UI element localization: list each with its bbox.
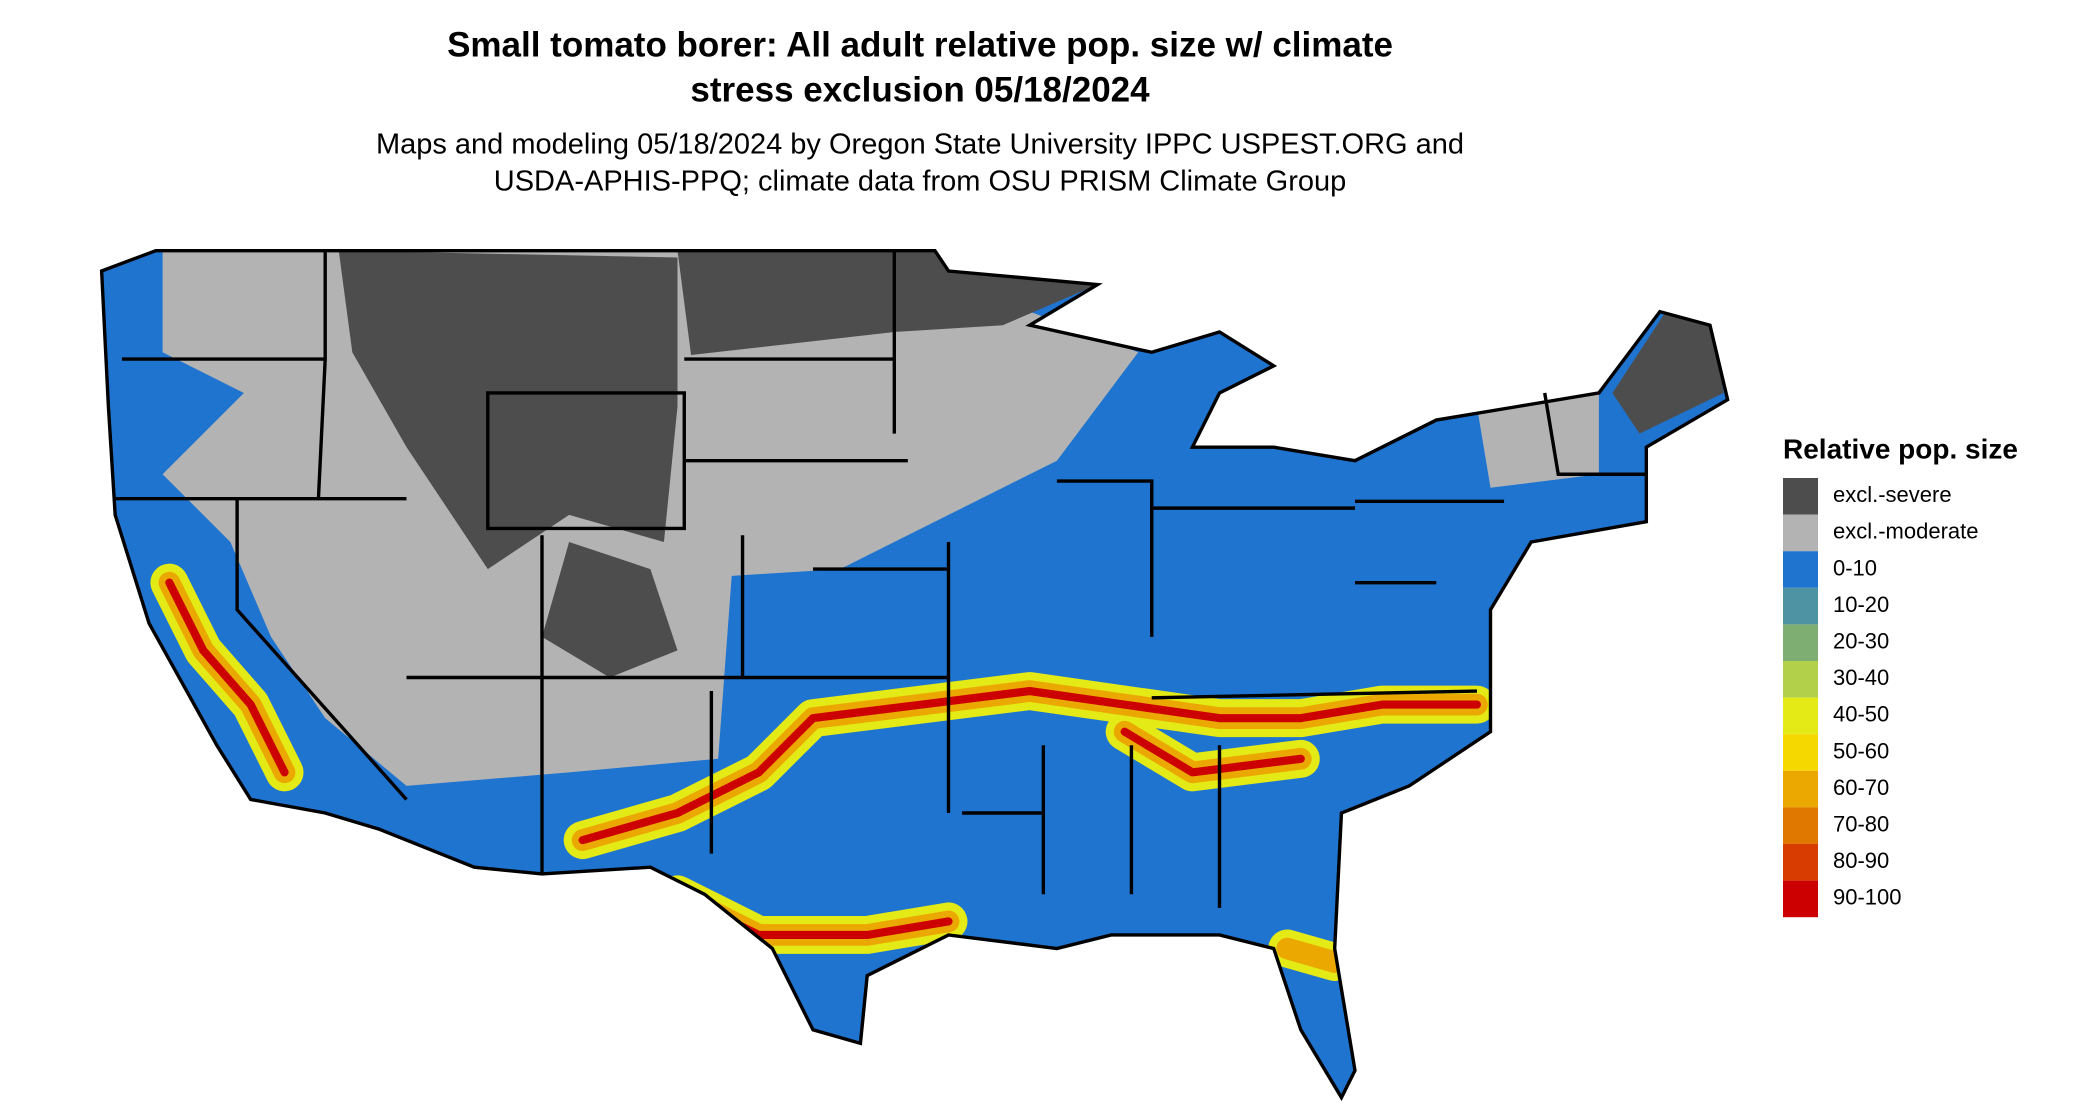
region-excl-severe — [677, 250, 1098, 356]
legend-label: 80-90 — [1833, 848, 1889, 873]
legend-swatch — [1783, 770, 1818, 808]
legend-swatch — [1783, 624, 1818, 661]
legend-label: 60-70 — [1833, 775, 1889, 800]
region-excl-severe — [338, 250, 678, 570]
legend-label: 30-40 — [1833, 665, 1889, 690]
region-excl-severe — [1612, 314, 1724, 434]
legend-label: 90-100 — [1833, 885, 1902, 910]
legend-swatch — [1783, 551, 1818, 588]
title: stress exclusion 05/18/2024 — [690, 70, 1150, 109]
legend-label: 50-60 — [1833, 738, 1889, 763]
legend-label: 0-10 — [1833, 555, 1877, 580]
legend-swatch — [1783, 734, 1818, 771]
legend-label: 40-50 — [1833, 702, 1889, 727]
state-borders — [99, 248, 1730, 1102]
legend-label: 20-30 — [1833, 629, 1889, 654]
legend-swatch — [1783, 661, 1818, 698]
legend-label: excl.-severe — [1833, 482, 1952, 507]
legend-swatch — [1783, 807, 1818, 844]
legend: excl.-severe excl.-moderate 0-10 10-20 20-30… — [1783, 478, 1979, 918]
legend-title: Relative pop. size — [1783, 433, 2018, 464]
subtitle: USDA-APHIS-PPQ; climate data from OSU PR… — [494, 166, 1347, 198]
legend-swatch — [1783, 514, 1818, 552]
legend-label: excl.-moderate — [1833, 519, 1979, 544]
region-excl-moderate — [1476, 392, 1599, 488]
region-excl-severe — [542, 542, 678, 678]
legend-swatch — [1783, 880, 1818, 918]
legend-swatch — [1783, 587, 1818, 625]
legend-label: 10-20 — [1833, 592, 1889, 617]
title: Small tomato borer: All adult relative p… — [447, 25, 1393, 64]
legend-swatch — [1783, 697, 1818, 735]
subtitle: Maps and modeling 05/18/2024 by Oregon S… — [376, 129, 1464, 161]
legend-swatch — [1783, 478, 1818, 515]
legend-label: 70-80 — [1833, 812, 1889, 837]
legend-swatch — [1783, 844, 1818, 881]
